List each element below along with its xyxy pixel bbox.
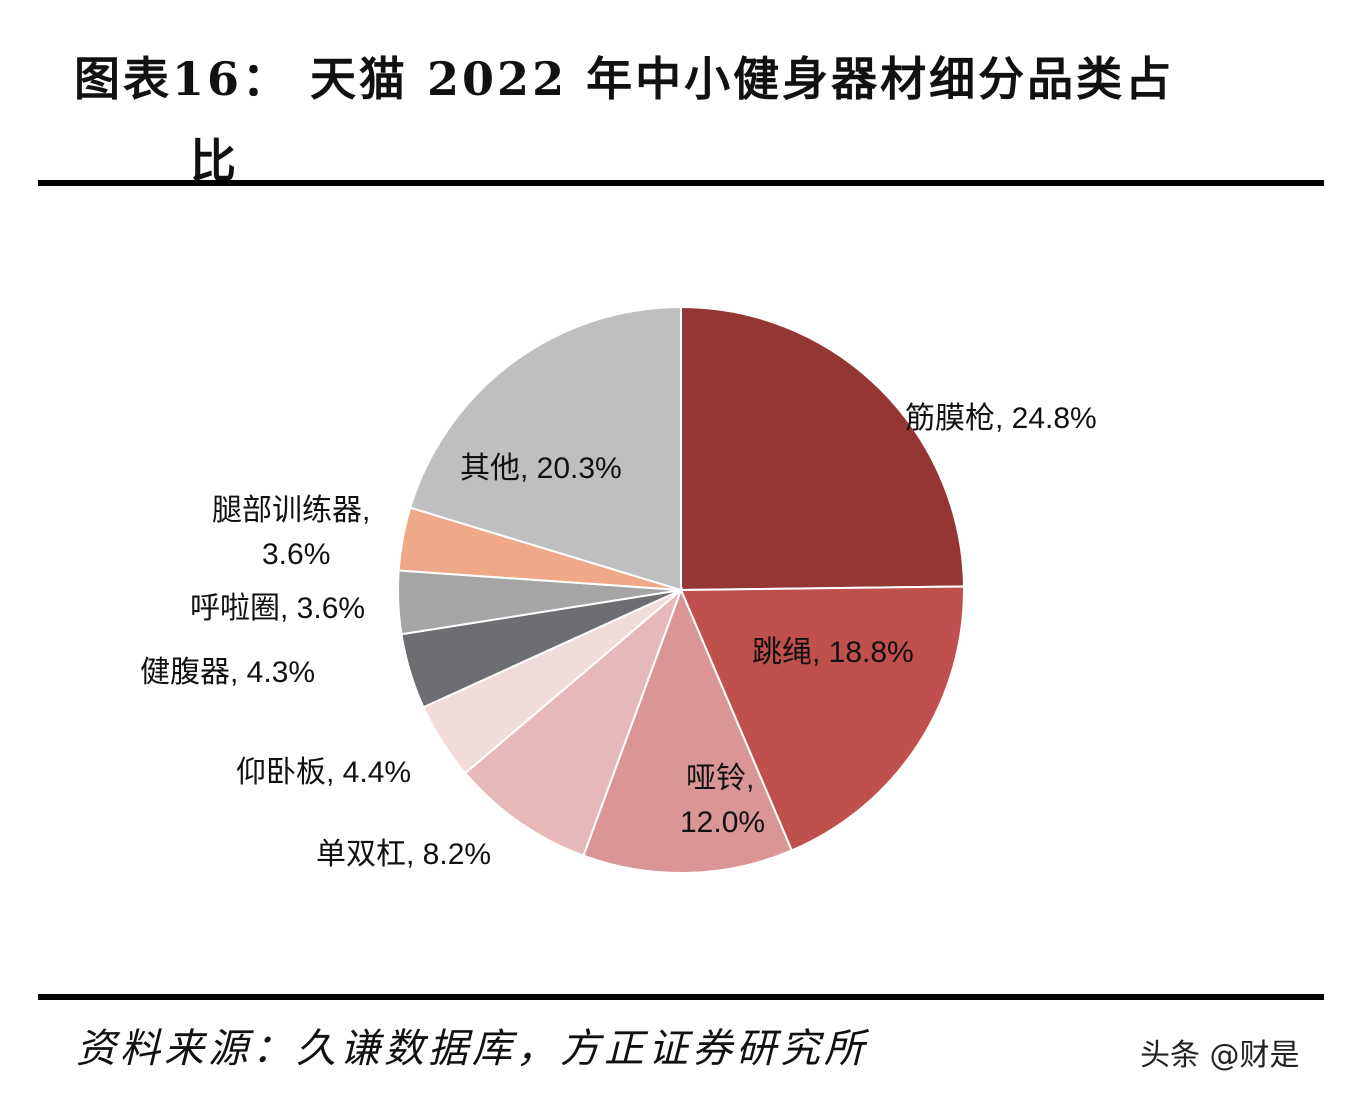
pie-slice-1 — [679, 585, 965, 852]
pie-slice-8 — [409, 305, 682, 592]
data-label-8-line-0: 其他, 20.3% — [460, 452, 622, 485]
data-label-2-line-1: 12.0% — [680, 806, 765, 839]
chart-title-line-2: 比 — [190, 134, 239, 188]
data-label-1-line-0: 跳绳, 18.8% — [752, 636, 914, 669]
data-label-2-line-0: 哑铃, — [686, 762, 754, 795]
chart-title-line-1: 图表16： 天猫 2022 年中小健身器材细分品类占 — [74, 52, 1175, 106]
data-label-7-line-1: 3.6% — [262, 538, 330, 571]
top-rule — [38, 180, 1324, 186]
data-label-0-line-0: 筋膜枪, 24.8% — [905, 402, 1097, 435]
pie-slice-2 — [582, 587, 794, 874]
watermark: 头条 @财是 — [1140, 1038, 1300, 1073]
pie-slice-0 — [680, 305, 965, 592]
data-label-5-line-0: 健腹器, 4.3% — [140, 656, 315, 689]
source-note: 资料来源：久谦数据库，方正证券研究所 — [76, 1026, 868, 1072]
data-label-4-line-0: 仰卧板, 4.4% — [236, 756, 411, 789]
data-label-3-line-0: 单双杠, 8.2% — [316, 838, 491, 871]
pie-slice-3 — [463, 586, 684, 857]
data-label-6-line-0: 呼啦圈, 3.6% — [190, 592, 365, 625]
bottom-rule — [38, 994, 1324, 1000]
chart-title: 图表16： 天猫 2022 年中小健身器材细分品类占 比 — [74, 38, 1274, 202]
data-label-7-line-0: 腿部训练器, — [212, 494, 370, 527]
